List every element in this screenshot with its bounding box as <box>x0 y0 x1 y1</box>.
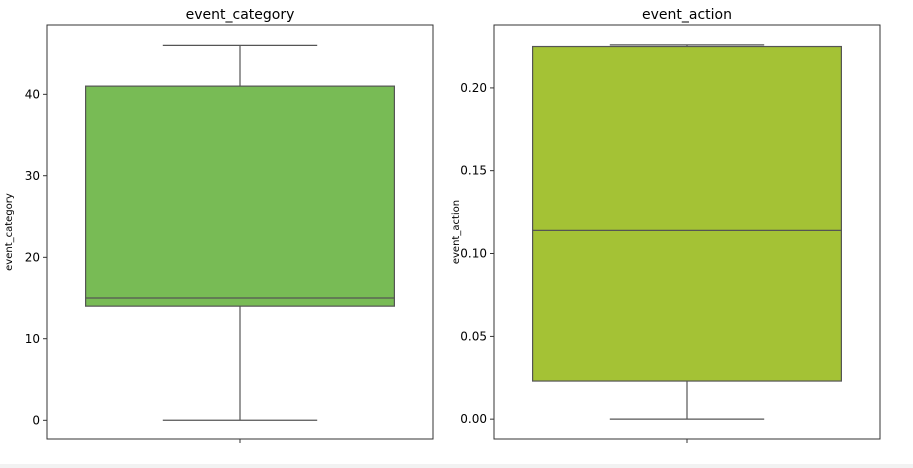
axes-frame <box>46 24 434 440</box>
iqr-box <box>84 85 395 307</box>
y-tick-label: 30 <box>25 169 40 183</box>
y-tick-label: 0.05 <box>460 329 487 343</box>
panel-event-action: event_action event_action 0.00 0.05 0.10 0.15… <box>451 7 881 443</box>
y-tick-label: 0.00 <box>460 412 487 426</box>
y-tick-label: 0.20 <box>460 81 487 95</box>
chart-title: event_action <box>642 7 732 23</box>
axes-frame <box>493 24 881 440</box>
y-tick-label: 0.10 <box>460 247 487 261</box>
y-tick-label: 0.15 <box>460 164 487 178</box>
panel-event-category: event_category event_category 0 10 20 30 40 <box>4 7 434 443</box>
y-tick-label: 0 <box>32 413 40 427</box>
iqr-box <box>531 45 842 382</box>
footer-strip <box>0 464 913 468</box>
y-tick-label: 20 <box>25 250 40 264</box>
y-axis-label: event_action <box>451 200 462 264</box>
y-axis-label: event_category <box>4 193 15 271</box>
y-tick-label: 40 <box>25 87 40 101</box>
y-tick-label: 10 <box>25 332 40 346</box>
chart-title: event_category <box>186 7 295 23</box>
